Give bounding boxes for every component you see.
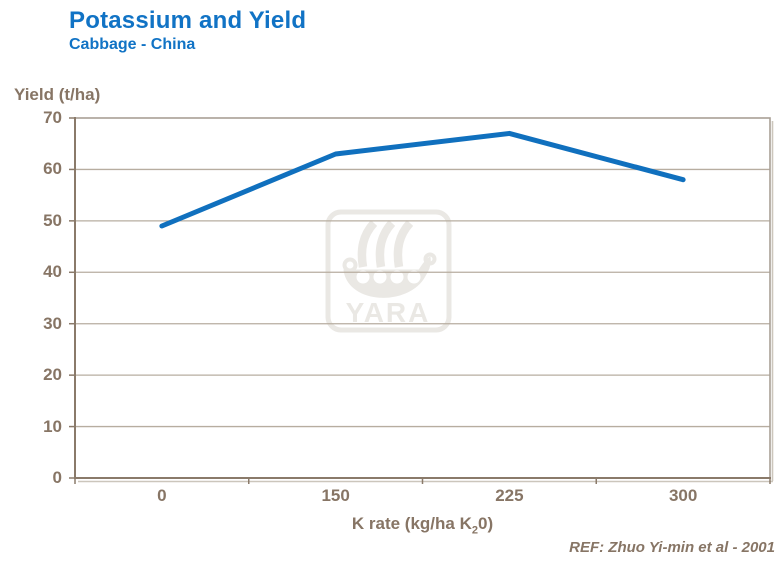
x-tick-label: 300: [668, 486, 698, 505]
y-axis-title: Yield (t/ha): [14, 85, 101, 104]
y-tick-label: 20: [43, 365, 62, 385]
y-tick-label: 40: [43, 262, 62, 282]
yara-watermark: YARA: [325, 209, 452, 333]
gridlines: [75, 168, 770, 428]
x-tick-label: 150: [321, 486, 350, 505]
chart-title: Potassium and Yield: [69, 7, 307, 34]
x-axis-title: K rate (kg/ha K20): [75, 514, 770, 536]
watermark-label: YARA: [346, 297, 431, 328]
x-tick-label: 0: [157, 486, 167, 505]
x-tick-label: 225: [495, 486, 524, 505]
y-tick-label: 70: [43, 108, 62, 127]
y-tick-label: 30: [43, 313, 62, 333]
ship-shields: [355, 269, 422, 285]
reference-text: REF: Zhuo Yi-min et al - 2001: [569, 539, 775, 556]
watermark-frame: [325, 209, 452, 333]
yield-line: [159, 130, 686, 229]
x-axis-title-pre: K rate (kg/ha K: [351, 514, 472, 533]
data-series: [159, 130, 686, 229]
viking-ship-icon: [357, 220, 414, 268]
y-tick-label: 50: [43, 210, 62, 230]
axes: [69, 117, 771, 484]
y-tick-label: 0: [52, 468, 62, 487]
y-tick-label: 10: [43, 416, 62, 436]
x-axis-title-post: 0): [477, 514, 494, 533]
y-tick-label: 60: [43, 159, 62, 179]
ship-stern-curl: [342, 257, 358, 273]
chart-subtitle: Cabbage - China: [69, 36, 196, 53]
x-axis-title-sub: 2: [471, 524, 478, 537]
